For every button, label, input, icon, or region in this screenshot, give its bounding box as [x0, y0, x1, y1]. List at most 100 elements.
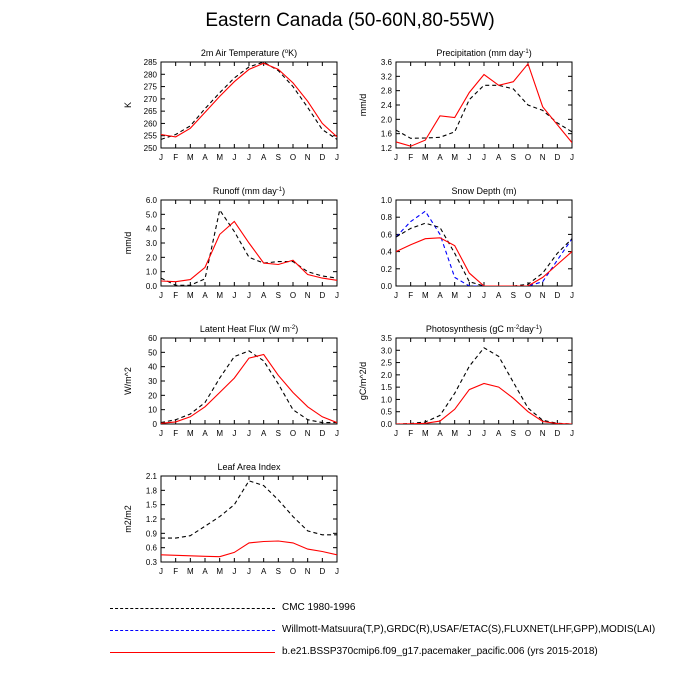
- ytick-label-0-6: 280: [144, 70, 158, 79]
- xtick-label-1-6: J: [482, 153, 486, 162]
- xtick-label-1-8: S: [511, 153, 516, 162]
- xtick-label-0-9: O: [290, 153, 296, 162]
- xtick-label-5-5: J: [467, 429, 471, 438]
- legend-entry-2: b.e21.BSSP370cmip6.f09_g17.pacemaker_pac…: [110, 646, 700, 660]
- panel-title-5: Photosynthesis (gC m-2day-1): [426, 324, 542, 334]
- xtick-label-4-9: O: [290, 429, 296, 438]
- panel-title-0: 2m Air Temperature (oK): [201, 48, 297, 58]
- xtick-label-1-9: O: [525, 153, 531, 162]
- ylabel-1: mm/d: [358, 94, 368, 117]
- ytick-label-2-5: 5.0: [146, 210, 158, 219]
- xtick-label-5-11: D: [554, 429, 560, 438]
- xtick-label-3-6: J: [482, 291, 486, 300]
- ylabel-0: K: [123, 102, 133, 108]
- series-line-2-0: [161, 208, 337, 286]
- xtick-label-4-1: F: [173, 429, 178, 438]
- xtick-label-5-6: J: [482, 429, 486, 438]
- xtick-label-1-2: M: [422, 153, 429, 162]
- xtick-label-3-7: A: [496, 291, 502, 300]
- xtick-label-5-3: A: [437, 429, 443, 438]
- legend-entry-0: CMC 1980-1996: [110, 602, 700, 616]
- xtick-label-2-3: A: [202, 291, 208, 300]
- xtick-label-2-11: D: [319, 291, 325, 300]
- xtick-label-3-10: N: [540, 291, 546, 300]
- xtick-label-4-2: M: [187, 429, 194, 438]
- xtick-label-3-11: D: [554, 291, 560, 300]
- ytick-label-2-0: 0.0: [146, 282, 158, 291]
- ytick-label-5-4: 2.0: [381, 371, 393, 380]
- xtick-label-6-12: J: [335, 567, 339, 576]
- panel-title-2: Runoff (mm day-1): [213, 186, 285, 196]
- xtick-label-6-7: A: [261, 567, 267, 576]
- ytick-label-1-1: 1.6: [381, 130, 393, 139]
- ytick-label-0-1: 255: [144, 132, 158, 141]
- ytick-label-3-5: 1.0: [381, 196, 393, 205]
- xtick-label-0-0: J: [159, 153, 163, 162]
- xtick-label-5-9: O: [525, 429, 531, 438]
- xtick-label-1-11: D: [554, 153, 560, 162]
- xtick-label-4-4: M: [216, 429, 223, 438]
- ytick-label-6-6: 2.1: [146, 472, 158, 481]
- xtick-label-0-2: M: [187, 153, 194, 162]
- xtick-label-4-6: J: [247, 429, 251, 438]
- xtick-label-6-11: D: [319, 567, 325, 576]
- xtick-label-1-1: F: [408, 153, 413, 162]
- xtick-label-6-4: M: [216, 567, 223, 576]
- xtick-label-2-12: J: [335, 291, 339, 300]
- xtick-label-2-9: O: [290, 291, 296, 300]
- xtick-label-3-5: J: [467, 291, 471, 300]
- xtick-label-5-4: M: [451, 429, 458, 438]
- ytick-label-1-4: 2.8: [381, 87, 393, 96]
- ytick-label-1-5: 3.2: [381, 72, 393, 81]
- ytick-label-3-2: 0.4: [381, 248, 393, 257]
- xtick-label-3-1: F: [408, 291, 413, 300]
- ytick-label-5-5: 2.5: [381, 359, 393, 368]
- xtick-label-1-10: N: [540, 153, 546, 162]
- series-line-1-1: [396, 62, 572, 147]
- ytick-label-6-3: 1.2: [146, 515, 158, 524]
- xtick-label-4-3: A: [202, 429, 208, 438]
- legend-swatch-1: [110, 630, 275, 631]
- ytick-label-1-0: 1.2: [381, 144, 393, 153]
- panel-3: Snow Depth (m)0.00.20.40.60.81.0J F M A M J J A…: [381, 186, 574, 300]
- xtick-label-3-12: J: [570, 291, 574, 300]
- ytick-label-0-4: 270: [144, 95, 158, 104]
- ytick-label-1-3: 2.4: [381, 101, 393, 110]
- ytick-label-4-3: 30: [148, 377, 157, 386]
- ytick-label-0-5: 275: [144, 83, 158, 92]
- ytick-label-2-3: 3.0: [146, 239, 158, 248]
- xtick-label-0-7: A: [261, 153, 267, 162]
- xtick-label-6-1: F: [173, 567, 178, 576]
- ytick-label-2-1: 1.0: [146, 268, 158, 277]
- series-line-2-1: [161, 220, 337, 283]
- series-line-6-1: [161, 540, 337, 558]
- ytick-label-4-0: 0: [153, 420, 158, 429]
- xtick-label-4-0: J: [159, 429, 163, 438]
- panel-2: Runoff (mm day-1) 0.0 1.0 2.0 3.0 4.0 5.0 6.0 J F…: [123, 186, 339, 300]
- xtick-label-1-5: J: [467, 153, 471, 162]
- xtick-label-2-6: J: [247, 291, 251, 300]
- series-line-5-1: [396, 382, 572, 424]
- ytick-label-5-2: 1.0: [381, 395, 393, 404]
- xtick-label-4-12: J: [335, 429, 339, 438]
- xtick-label-5-2: M: [422, 429, 429, 438]
- ytick-label-4-4: 40: [148, 363, 157, 372]
- xtick-label-6-9: O: [290, 567, 296, 576]
- panel-frame-5: [395, 337, 573, 425]
- xtick-label-3-9: O: [525, 291, 531, 300]
- xtick-label-0-1: F: [173, 153, 178, 162]
- panel-0: 2m Air Temperature (oK) 250 255 260 265 270 27…: [123, 48, 339, 162]
- ytick-label-3-4: 0.8: [381, 213, 393, 222]
- xtick-label-0-12: J: [335, 153, 339, 162]
- xtick-label-1-4: M: [451, 153, 458, 162]
- xtick-label-6-10: N: [305, 567, 311, 576]
- legend-label-1: Willmott-Matsuura(T,P),GRDC(R),USAF/ETAC…: [282, 624, 656, 635]
- panel-5: Photosynthesis (gC m-2day-1) 0.0 0.5 1.0 1.5…: [358, 324, 574, 438]
- xtick-label-6-0: J: [159, 567, 163, 576]
- xtick-label-4-7: A: [261, 429, 267, 438]
- xtick-label-6-2: M: [187, 567, 194, 576]
- series-line-6-0: [161, 480, 337, 539]
- ytick-label-6-2: 0.9: [146, 529, 158, 538]
- panel-1: Precipitation (mm day-1) 1.2 1.6 2.0 2.4 2.8 3…: [358, 48, 574, 162]
